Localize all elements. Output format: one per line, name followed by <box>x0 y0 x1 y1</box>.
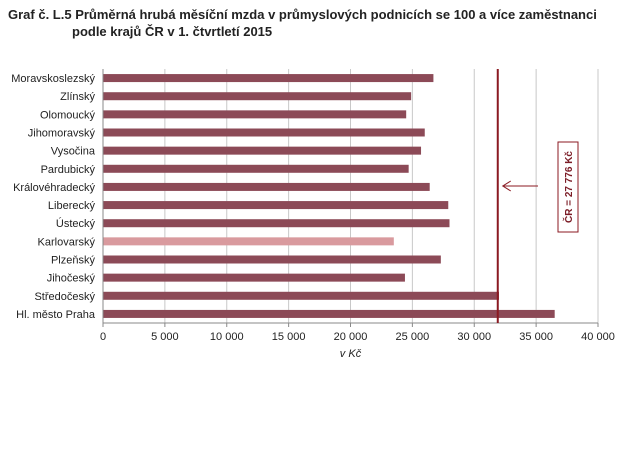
category-labels: Moravskoslezský Zlínský Olomoucký Jihomorav… <box>11 73 96 321</box>
category-label: Zlínský <box>60 91 95 103</box>
bar <box>103 128 425 137</box>
annotation-arrow-head <box>501 180 512 192</box>
category-label: Pardubický <box>41 164 96 176</box>
bar <box>103 309 555 318</box>
grid-lines <box>164 69 599 323</box>
annotation-box <box>557 141 579 233</box>
category-label: Královéhradecký <box>13 182 95 194</box>
category-label: Jihočeský <box>47 273 96 285</box>
x-tick-label: 30 000 <box>457 331 491 343</box>
x-tick-label: 20 000 <box>334 331 368 343</box>
reference-label: ČR = 27 776 Kč <box>562 151 575 223</box>
bar <box>103 273 405 282</box>
x-tick-label: 5 000 <box>151 331 179 343</box>
bar <box>103 255 441 264</box>
bar <box>103 182 430 191</box>
x-tick-label: 40 000 <box>581 331 615 343</box>
category-label: Jihomoravský <box>28 128 96 140</box>
category-label: Olomoucký <box>40 109 96 121</box>
bar <box>103 237 394 246</box>
chart-title-line2: podle krajů ČR v 1. čtvrtletí 2015 <box>72 24 273 39</box>
chart-title-line1: Graf č. L.5 Průměrná hrubá měsíční mzda … <box>8 7 597 22</box>
category-label: Ústecký <box>56 217 96 230</box>
bar <box>103 164 409 173</box>
x-tick-labels: 0 5 000 10 000 15 000 20 000 25 000 30 000 35 0… <box>100 323 615 343</box>
bar <box>103 110 407 119</box>
category-label: Karlovarský <box>38 236 96 248</box>
x-tick-label: 10 000 <box>210 331 244 343</box>
category-label: Plzeňský <box>51 255 96 267</box>
bar <box>103 219 450 228</box>
category-label: Moravskoslezský <box>11 73 95 85</box>
bars <box>103 74 555 318</box>
category-label: Středočeský <box>34 291 95 303</box>
bar <box>103 291 499 300</box>
x-tick-label: 25 000 <box>396 331 430 343</box>
reference-annotation: ČR = 27 776 Kč <box>501 141 579 233</box>
bar <box>103 74 434 83</box>
chart-title: Graf č. L.5 Průměrná hrubá měsíční mzda … <box>8 6 623 40</box>
category-label: Liberecký <box>48 200 96 212</box>
bar <box>103 92 412 101</box>
x-tick-label: 35 000 <box>519 331 553 343</box>
bar <box>103 201 449 210</box>
category-label: Hl. město Praha <box>16 309 96 321</box>
x-axis-label: v Kč <box>340 348 362 360</box>
x-tick-label: 0 <box>100 331 106 343</box>
x-tick-label: 15 000 <box>272 331 306 343</box>
category-label: Vysočina <box>51 146 96 158</box>
bar <box>103 146 422 155</box>
